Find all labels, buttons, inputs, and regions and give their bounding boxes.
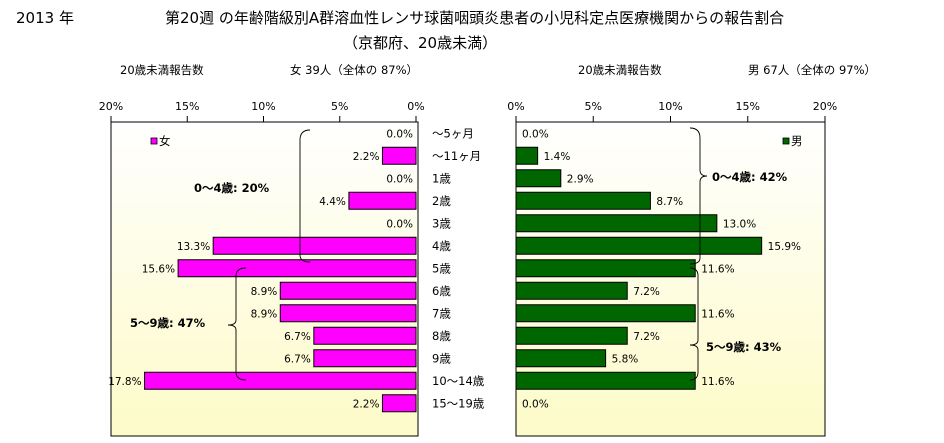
female-bar-value-label: 0.0% — [386, 128, 413, 140]
age-category-label: 1歳 — [432, 171, 451, 185]
male-bar-value-label: 13.0% — [723, 218, 756, 230]
female-bar-value-label: 2.2% — [353, 398, 380, 410]
male-bar-value-label: 11.6% — [701, 263, 734, 275]
female-bar-value-label: 4.4% — [319, 196, 346, 208]
female-bar — [381, 146, 417, 165]
female-bar — [313, 326, 417, 345]
male-x-tick-label: 15% — [736, 100, 760, 113]
age-category-label: 10〜14歳 — [432, 374, 485, 388]
age-category-label: 4歳 — [432, 239, 451, 253]
female-x-tick-label: 15% — [175, 100, 199, 113]
male-bar-value-label: 11.6% — [701, 376, 734, 388]
age-category-label: 3歳 — [432, 216, 451, 230]
male-bar — [515, 146, 539, 165]
female-bar-value-label: 0.0% — [386, 218, 413, 230]
age-category-label: 5歳 — [432, 261, 451, 275]
age-category-label: 15〜19歳 — [432, 396, 485, 410]
age-category-label: 8歳 — [432, 329, 451, 343]
female-legend-swatch — [150, 137, 158, 145]
female-bar — [279, 281, 417, 300]
female-bar-value-label: 6.7% — [284, 353, 311, 365]
year-label: 2013 年 — [16, 9, 74, 27]
female-x-tick-label: 0% — [407, 100, 424, 113]
male-bracket-0-4 — [689, 127, 708, 265]
male-x-tick-label: 0% — [507, 100, 524, 113]
female-bar-value-label: 2.2% — [353, 151, 380, 163]
male-bar-value-label: 15.9% — [768, 241, 801, 253]
female-bar-value-label: 8.9% — [251, 286, 278, 298]
age-category-label: 2歳 — [432, 194, 451, 208]
male-bar-value-label: 7.2% — [633, 286, 660, 298]
male-bar — [515, 349, 607, 368]
female-annotation-0-4: 0〜4歳: 20% — [194, 181, 270, 195]
female-bar-value-label: 0.0% — [386, 173, 413, 185]
female-bar — [212, 236, 417, 255]
age-category-label: 〜11ヶ月 — [432, 149, 481, 163]
male-bar — [515, 236, 763, 255]
male-x-tick-label: 5% — [585, 100, 602, 113]
male-legend-swatch — [782, 137, 790, 145]
chart-subtitle: （京都府、20歳未満） — [343, 34, 498, 52]
female-bar-value-label: 13.3% — [177, 241, 210, 253]
female-bar-value-label: 8.9% — [251, 308, 278, 320]
female-bar-value-label: 17.8% — [108, 376, 141, 388]
female-bar — [177, 259, 417, 278]
male-bar-value-label: 0.0% — [522, 398, 549, 410]
female-bar — [279, 304, 417, 323]
age-category-label: 〜5ヶ月 — [432, 126, 474, 140]
female-bar-value-label: 6.7% — [284, 331, 311, 343]
male-bar — [515, 214, 718, 233]
male-bar — [515, 259, 696, 278]
female-x-tick-label: 20% — [99, 100, 123, 113]
left-count-label: 20歳未満報告数 — [120, 63, 204, 77]
male-bar-value-label: 11.6% — [701, 308, 734, 320]
male-bar-value-label: 5.8% — [612, 353, 639, 365]
female-x-tick-label: 10% — [251, 100, 275, 113]
male-bar — [515, 371, 696, 390]
female-bar — [313, 349, 417, 368]
male-annotation-5-9: 5〜9歳: 43% — [706, 340, 782, 354]
male-bar — [515, 169, 562, 188]
male-bar — [515, 281, 628, 300]
male-x-tick-label: 20% — [813, 100, 837, 113]
male-bracket-5-9 — [689, 267, 699, 381]
male-bar — [515, 304, 696, 323]
female-x-tick-label: 5% — [331, 100, 348, 113]
age-category-label: 6歳 — [432, 284, 451, 298]
female-bar-value-label: 15.6% — [142, 263, 175, 275]
male-legend-label: 男 — [791, 134, 803, 148]
female-bracket-5-9 — [227, 267, 247, 381]
chart-title: 第20週 の年齢階級別A群溶血性レンサ球菌咽頭炎患者の小児科定点医療機関からの報… — [165, 9, 785, 27]
female-legend-label: 女 — [159, 134, 171, 148]
male-annotation-0-4: 0〜4歳: 42% — [712, 170, 788, 184]
male-bar-value-label: 1.4% — [544, 151, 571, 163]
female-bar — [381, 394, 417, 413]
right-count-label: 20歳未満報告数 — [578, 63, 662, 77]
male-bar — [515, 326, 628, 345]
age-category-label: 7歳 — [432, 306, 451, 320]
male-x-tick-label: 10% — [658, 100, 682, 113]
female-bar — [144, 371, 417, 390]
male-bar-value-label: 7.2% — [633, 331, 660, 343]
female-summary: 女 39人（全体の 87%） — [290, 63, 419, 77]
age-category-label: 9歳 — [432, 351, 451, 365]
female-bar — [348, 191, 417, 210]
female-annotation-5-9: 5〜9歳: 47% — [130, 316, 206, 330]
male-bar — [515, 191, 651, 210]
male-bar-value-label: 2.9% — [567, 173, 594, 185]
male-bar-value-label: 8.7% — [656, 196, 683, 208]
female-bracket-0-4 — [299, 129, 311, 263]
male-summary: 男 67人（全体の 97%） — [748, 63, 877, 77]
male-bar-value-label: 0.0% — [522, 128, 549, 140]
